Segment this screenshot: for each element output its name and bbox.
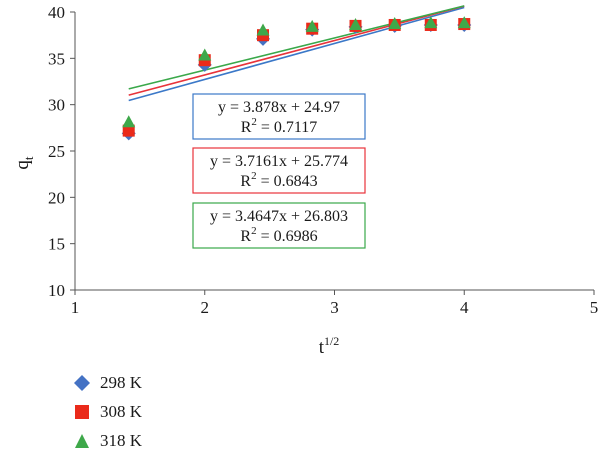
fit-line-2	[128, 5, 465, 90]
y-tick-label: 20	[48, 188, 65, 207]
r2-superscript: 2	[251, 170, 257, 182]
x-tick-label: 1	[71, 298, 80, 317]
equation-text: y = 3.4647x + 26.803	[210, 208, 348, 225]
point-318k	[122, 115, 136, 128]
y-tick-label: 25	[48, 142, 65, 161]
x-axis-label-sup: 1/2	[324, 334, 339, 348]
legend-item-308k: 308 K	[70, 399, 270, 428]
equation-box-border	[192, 202, 366, 249]
r2-text: R2 = 0.6843	[240, 170, 317, 190]
r2-value: = 0.6986	[257, 228, 318, 245]
equation-box-border	[192, 147, 366, 194]
y-tick-label: 10	[48, 281, 65, 300]
r2-text: R2 = 0.7117	[241, 116, 318, 136]
y-tick-label: 40	[48, 3, 65, 22]
point-318k	[424, 16, 438, 29]
y-tick-label: 15	[48, 235, 65, 254]
chart-axes: 10 15 20 25 30 35 40 1 2 3 4 5	[48, 3, 598, 317]
point-318k	[457, 16, 471, 29]
equation-text: y = 3.7161x + 25.774	[210, 153, 348, 170]
r2-superscript: 2	[251, 116, 257, 128]
point-318k	[305, 19, 319, 32]
legend-label-318k: 318 K	[100, 431, 143, 450]
r2-label: R	[240, 173, 251, 190]
legend-label-298k: 298 K	[100, 373, 143, 392]
y-axis-label: qt	[12, 156, 36, 170]
point-318k	[388, 17, 402, 30]
r2-value: = 0.7117	[257, 119, 317, 136]
triangle-marker-icon	[75, 434, 89, 448]
diamond-marker-icon	[74, 375, 90, 391]
legend-item-298k: 298 K	[70, 370, 270, 399]
r2-label: R	[241, 119, 252, 136]
r2-superscript: 2	[251, 225, 257, 237]
legend: 298 K 308 K 318 K	[70, 370, 270, 457]
point-318k	[256, 23, 270, 36]
point-308k	[122, 124, 135, 137]
y-axis-label-sub: t	[21, 156, 36, 160]
fit-lines	[128, 5, 465, 102]
point-318k	[349, 17, 363, 30]
r2-value: = 0.6843	[257, 173, 318, 190]
x-axis-label: t1/2	[319, 334, 340, 358]
x-tick-label: 4	[460, 298, 469, 317]
r2-label: R	[240, 228, 251, 245]
equation-text: y = 3.878x + 24.97	[218, 99, 340, 116]
r2-text: R2 = 0.6986	[240, 225, 317, 245]
equation-box-border	[192, 93, 366, 140]
square-marker-icon	[75, 405, 89, 419]
data-points	[121, 16, 472, 141]
legend-item-318k: 318 K	[70, 428, 270, 457]
x-tick-label: 5	[590, 298, 599, 317]
fit-line-0	[128, 6, 465, 102]
y-tick-label: 30	[48, 96, 65, 115]
legend-label-308k: 308 K	[100, 402, 143, 421]
fit-line-1	[128, 5, 465, 96]
x-tick-label: 2	[201, 298, 210, 317]
point-318k	[198, 48, 212, 61]
y-axis-label-main: q	[12, 160, 33, 170]
x-axis-label-main: t	[319, 337, 325, 358]
x-tick-label: 3	[330, 298, 339, 317]
y-tick-label: 35	[48, 49, 65, 68]
